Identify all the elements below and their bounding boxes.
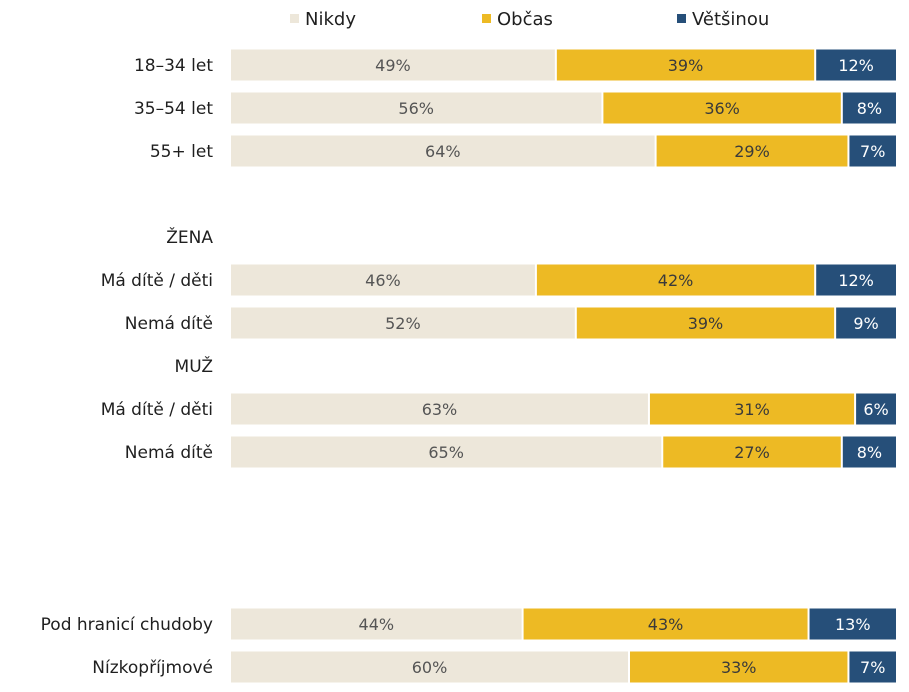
bar-segment-obcas (576, 307, 835, 339)
bar-segment-obcas (523, 608, 808, 640)
bar-segment-obcas (536, 264, 815, 296)
bar-row-55-let: 55+ let 64% 29% 7% (150, 135, 896, 167)
bar-segment-vetsinou (849, 135, 896, 167)
data-label-nikdy: 52% (385, 314, 421, 333)
bar-segment-nikdy (231, 92, 602, 124)
data-label-obcas: 39% (688, 314, 724, 333)
row-label: 18–34 let (134, 56, 213, 76)
data-label-nikdy: 63% (422, 400, 458, 419)
bar-segment-vetsinou (849, 651, 896, 683)
data-label-obcas: 29% (734, 142, 770, 161)
bar-segment-vetsinou (856, 393, 896, 425)
legend-swatch-vetsinou (677, 14, 686, 23)
data-label-vetsinou: 12% (838, 56, 874, 75)
row-label: Má dítě / děti (101, 271, 213, 291)
legend-swatch-nikdy (290, 14, 299, 23)
data-label-vetsinou: 7% (860, 142, 885, 161)
bar-segment-vetsinou (816, 49, 896, 81)
row-label: Nízkopříjmové (92, 658, 213, 678)
bar-segment-nikdy (231, 135, 655, 167)
data-label-vetsinou: 6% (863, 400, 888, 419)
legend: Nikdy Občas Většinou (290, 9, 769, 30)
data-label-obcas: 42% (658, 271, 694, 290)
data-label-vetsinou: 7% (860, 658, 885, 677)
data-label-vetsinou: 8% (857, 99, 882, 118)
bar-row-ma-dite-deti: Má dítě / děti 63% 31% 6% (101, 393, 896, 425)
data-label-obcas: 33% (721, 658, 757, 677)
bar-segment-obcas (556, 49, 815, 81)
row-label: 55+ let (150, 142, 213, 162)
bar-segment-nikdy (231, 264, 535, 296)
row-label: Nemá dítě (125, 314, 213, 334)
group-label-zena: ŽENA (166, 226, 213, 248)
data-label-nikdy: 49% (375, 56, 411, 75)
legend-label-nikdy: Nikdy (305, 9, 356, 30)
group-label-muz: MUŽ (175, 355, 213, 377)
data-label-obcas: 36% (704, 99, 740, 118)
legend-label-vetsinou: Většinou (692, 9, 769, 30)
bar-segment-nikdy (231, 307, 575, 339)
row-label: Nemá dítě (125, 443, 213, 463)
data-label-nikdy: 44% (359, 615, 395, 634)
bar-row-nizkoprijmove: Nízkopříjmové 60% 33% 7% (92, 651, 896, 683)
data-label-vetsinou: 13% (835, 615, 871, 634)
data-label-nikdy: 65% (428, 443, 464, 462)
data-label-nikdy: 46% (365, 271, 401, 290)
bar-segment-vetsinou (809, 608, 896, 640)
bar-segment-obcas (656, 135, 848, 167)
bar-row-18-34-let: 18–34 let 49% 39% 12% (134, 49, 896, 81)
row-label: 35–54 let (134, 99, 213, 119)
data-label-vetsinou: 12% (838, 271, 874, 290)
bar-segment-obcas (630, 651, 848, 683)
data-label-nikdy: 56% (398, 99, 434, 118)
bar-segment-nikdy (231, 651, 628, 683)
data-label-obcas: 31% (734, 400, 770, 419)
data-label-nikdy: 60% (412, 658, 448, 677)
bar-row-pod-hranici-chudoby: Pod hranicí chudoby 44% 43% 13% (41, 608, 896, 640)
bar-segment-obcas (663, 436, 841, 468)
bar-row-35-54-let: 35–54 let 56% 36% 8% (134, 92, 896, 124)
bar-segment-nikdy (231, 49, 555, 81)
bar-segment-vetsinou (842, 436, 896, 468)
bar-segment-vetsinou (816, 264, 896, 296)
bar-segment-vetsinou (836, 307, 896, 339)
legend-label-obcas: Občas (497, 9, 553, 30)
bar-segment-obcas (603, 92, 841, 124)
bar-row-ma-dite-deti: Má dítě / děti 46% 42% 12% (101, 264, 896, 296)
row-label: Má dítě / děti (101, 400, 213, 420)
data-label-vetsinou: 8% (857, 443, 882, 462)
data-label-obcas: 43% (648, 615, 684, 634)
data-label-nikdy: 64% (425, 142, 461, 161)
data-label-obcas: 27% (734, 443, 770, 462)
chart-rows: 18–34 let 49% 39% 12% 35–54 let 56% 36% 8% 55+ l… (41, 49, 896, 683)
row-label: Pod hranicí chudoby (41, 615, 213, 635)
bar-segment-vetsinou (842, 92, 896, 124)
bar-segment-obcas (649, 393, 855, 425)
bar-row-nema-dite: Nemá dítě 65% 27% 8% (125, 436, 896, 468)
legend-swatch-obcas (482, 14, 491, 23)
bar-row-nema-dite: Nemá dítě 52% 39% 9% (125, 307, 896, 339)
bar-segment-nikdy (231, 608, 522, 640)
bar-segment-nikdy (231, 393, 648, 425)
data-label-obcas: 39% (668, 56, 704, 75)
data-label-vetsinou: 9% (853, 314, 878, 333)
bar-segment-nikdy (231, 436, 662, 468)
